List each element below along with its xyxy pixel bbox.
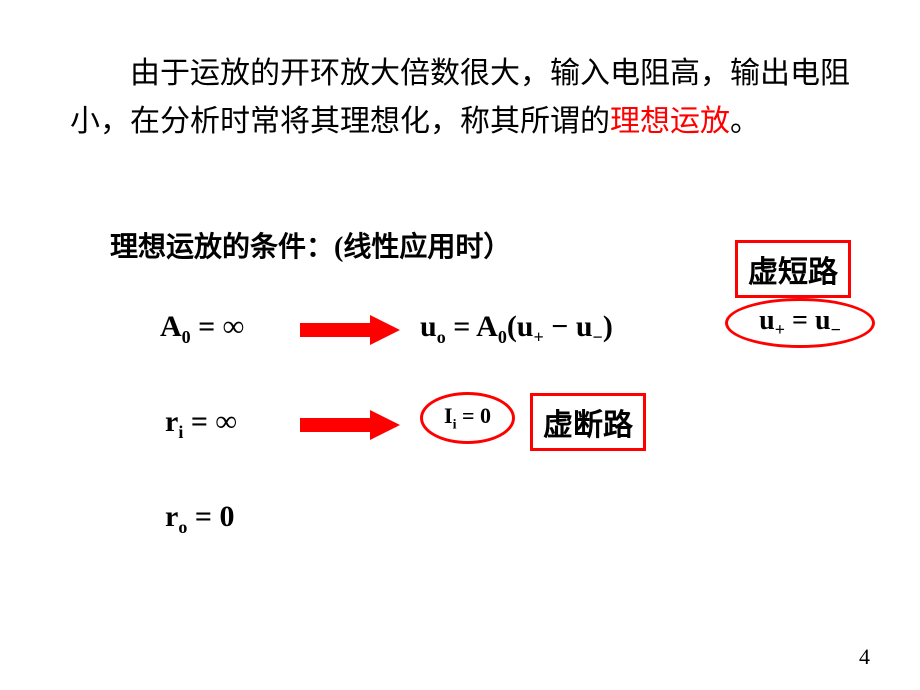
para-highlight: 理想运放 [610, 105, 730, 138]
conditions-title: 理想运放的条件：(线性应用时） [110, 225, 511, 265]
eq-ri: ri = ∞ [165, 405, 237, 443]
ellipse-ii-zero: Ii = 0 [420, 392, 515, 444]
intro-paragraph: 由于运放的开环放大倍数很大，输入电阻高，输出电阻小，在分析时常将其理想化，称其所… [70, 50, 870, 146]
eq-ro: ro = 0 [165, 500, 234, 538]
box-virtual-short: 虚短路 [735, 240, 851, 298]
eq-uo: uo = A0(u+ − u−) [420, 310, 613, 348]
eq-a0: A0 = ∞ [160, 310, 244, 348]
page-number: 4 [859, 644, 870, 670]
ellipse-uplus-uminus: u+ = u− [725, 298, 875, 348]
arrow-icon [300, 410, 400, 440]
box-virtual-open: 虚断路 [530, 393, 646, 451]
para-part2: 。 [730, 105, 760, 138]
arrow-icon [300, 315, 400, 345]
